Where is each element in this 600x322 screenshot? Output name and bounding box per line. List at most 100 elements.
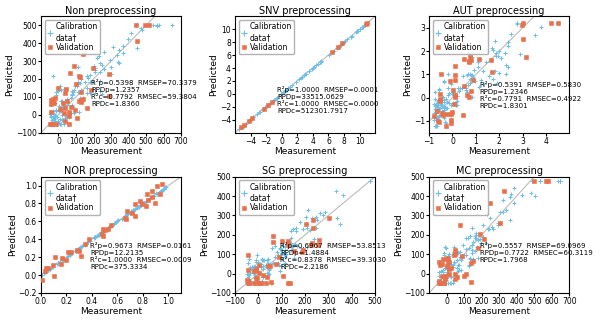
Point [443,106,452,111]
Point [242,281,252,286]
Point [544,178,553,183]
Point [290,256,299,261]
Point [55,116,65,121]
Point [496,221,505,226]
Point [272,95,282,100]
Title: SG preprocessing: SG preprocessing [262,166,348,176]
Point [55,259,65,264]
Point [65,71,75,76]
Point [254,259,263,264]
Point [275,246,284,251]
Point [448,90,458,95]
Point [433,109,443,114]
Point [335,221,344,226]
Point [304,208,313,213]
Title: MC preprocessing: MC preprocessing [455,166,542,176]
Point [353,28,362,33]
Text: R²p=0.5557  RMSEP=69.0969
RPDp=0.7722  RMSEC=60.3119
RPDc=1.7968: R²p=0.5557 RMSEP=69.0969 RPDp=0.7722 RMS… [479,242,592,263]
Point [46,265,56,270]
Point [283,86,293,91]
Point [464,50,474,55]
Point [501,63,511,68]
Point [473,238,483,243]
Point [51,108,61,113]
Point [69,110,79,115]
Point [129,207,139,213]
Point [271,243,280,248]
Point [309,65,319,70]
Point [324,52,334,57]
Point [467,54,476,59]
Point [105,224,115,229]
Point [255,281,265,286]
Point [65,113,74,118]
Point [263,103,272,108]
Point [140,23,149,28]
Point [487,46,496,51]
Point [434,120,444,125]
Point [433,98,443,103]
Point [352,29,362,34]
Point [469,258,478,263]
Point [358,24,368,29]
Point [95,231,105,236]
Point [434,113,444,118]
Point [365,178,375,183]
Point [152,23,161,28]
Point [437,111,446,116]
Point [281,251,291,257]
Point [78,95,88,100]
Point [104,72,114,77]
Point [336,42,346,47]
Point [469,67,479,72]
Point [295,220,305,225]
Point [436,281,445,286]
Text: R²p=1.0000  RMSEP=0.0001
RPDp=33515.0629
R²c=1.0000  RMSEC=0.0000
RPDc=512301.79: R²p=1.0000 RMSEP=0.0001 RPDp=33515.0629 … [277,86,379,114]
Point [50,116,59,121]
Point [438,256,448,261]
Point [475,84,484,89]
Point [251,266,260,271]
Point [239,122,249,128]
Point [436,102,446,107]
Point [48,109,58,114]
Point [307,215,317,220]
Point [439,269,448,274]
Point [61,258,71,263]
Point [316,59,326,64]
Point [486,57,496,62]
Point [257,278,267,283]
Point [53,261,62,266]
Point [56,109,66,114]
Point [444,253,454,259]
Point [259,107,268,112]
Point [57,255,67,260]
Point [62,86,71,91]
Point [85,90,95,96]
Point [58,98,67,103]
Point [494,223,503,228]
Point [442,245,451,251]
Point [471,230,481,235]
Point [431,107,441,112]
Point [435,279,445,284]
Point [132,38,142,43]
Point [98,229,107,234]
Point [70,108,79,113]
Point [113,218,122,223]
Legend: Calibration
data†, Validation: Calibration data†, Validation [433,180,488,214]
Point [439,250,449,255]
Y-axis label: Predicted: Predicted [5,53,14,96]
X-axis label: Measurement: Measurement [80,308,142,317]
Title: NOR preprocessing: NOR preprocessing [64,166,158,176]
Point [95,88,105,93]
Point [464,263,474,268]
Point [76,95,85,100]
Point [123,36,133,42]
Point [152,23,162,28]
Point [131,206,140,211]
Point [257,258,266,263]
Point [137,202,147,207]
Point [463,93,472,98]
Point [158,182,167,187]
